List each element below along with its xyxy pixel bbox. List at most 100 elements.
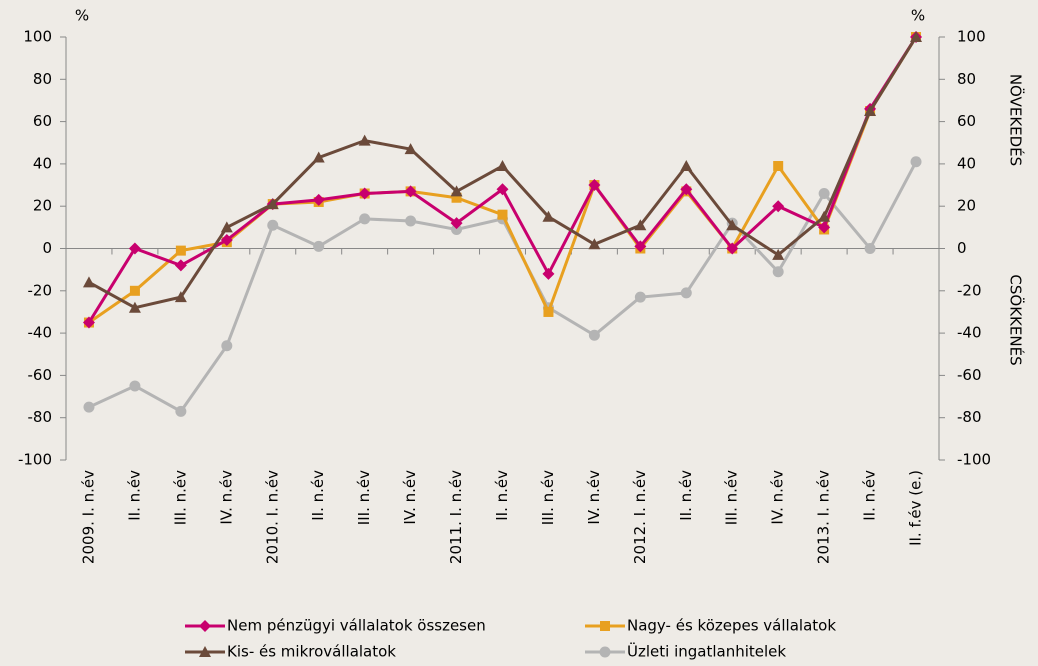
data-point: [129, 380, 141, 392]
data-point: [634, 291, 646, 303]
legend-label: Üzleti ingatlanhitelek: [627, 642, 786, 661]
data-point: [818, 221, 831, 234]
y2-tick-label: -40: [957, 324, 982, 342]
data-point: [910, 156, 922, 168]
data-point: [404, 143, 417, 155]
data-point: [634, 219, 647, 231]
y2-tick-label: -20: [957, 281, 982, 299]
data-point: [451, 223, 463, 235]
data-point: [772, 248, 785, 260]
x-tick-label: III. n.év: [171, 470, 189, 525]
data-point: [175, 405, 187, 417]
y-tick-label: -20: [28, 281, 53, 299]
data-point: [450, 217, 463, 230]
legend-marker: [600, 621, 610, 631]
data-point: [82, 316, 95, 329]
y-tick-label: 20: [33, 197, 52, 215]
x-tick-label: III. n.év: [723, 470, 741, 525]
x-tick-label: IV. n.év: [769, 470, 787, 525]
data-point: [543, 306, 554, 317]
decline-label: CSÖKKENÉS: [1007, 274, 1026, 365]
data-point: [175, 245, 186, 256]
data-point: [358, 134, 371, 146]
x-tick-label: II. f.év (e.): [907, 470, 925, 546]
data-point: [497, 209, 508, 220]
x-tick-label: II. n.év: [309, 470, 327, 521]
data-point: [220, 234, 233, 247]
data-point: [680, 160, 693, 172]
y2-tick-label: -80: [957, 408, 982, 426]
data-point: [83, 401, 95, 413]
data-point: [680, 287, 692, 299]
data-point: [726, 242, 739, 255]
data-point: [818, 188, 830, 200]
data-point: [773, 161, 784, 172]
data-point: [680, 183, 693, 196]
x-tick-label: II. n.év: [493, 470, 511, 521]
data-point: [174, 259, 187, 272]
legend-label: Kis- és mikrovállalatok: [227, 643, 396, 661]
data-point: [864, 243, 876, 254]
x-tick-label: 2009. I. n.év: [79, 470, 97, 564]
x-tick-label: IV. n.év: [401, 470, 419, 525]
y-tick-label: -40: [28, 324, 53, 342]
y-tick-label: 100: [23, 28, 52, 46]
data-point: [312, 193, 325, 206]
x-tick-label: II. n.év: [861, 470, 879, 521]
data-point: [910, 31, 923, 42]
data-point: [82, 276, 95, 288]
y2-tick-label: -60: [957, 366, 982, 384]
x-tick-label: II. n.év: [125, 470, 143, 521]
data-point: [542, 267, 555, 280]
data-point: [588, 238, 601, 250]
y2-tick-label: 100: [957, 28, 986, 46]
y-tick-label: 0: [42, 239, 52, 257]
legend-label: Nagy- és közepes vállalatok: [627, 617, 836, 635]
y-unit: %: [75, 7, 89, 25]
legend-label: Nem pénzügyi vállalatok összesen: [227, 617, 486, 635]
legend-marker: [599, 646, 611, 658]
data-point: [588, 329, 600, 341]
y-tick-label: 60: [33, 112, 52, 130]
legend-marker: [199, 646, 211, 657]
y2-unit: %: [911, 7, 925, 25]
data-point: [451, 192, 462, 203]
x-tick-label: IV. n.év: [217, 470, 235, 525]
data-point: [128, 301, 141, 313]
data-point: [772, 200, 785, 213]
data-point: [405, 215, 417, 227]
y-tick-label: 80: [33, 70, 52, 88]
data-point: [267, 219, 279, 231]
data-point: [404, 185, 417, 198]
y2-tick-label: 0: [957, 239, 967, 257]
y-tick-label: 40: [33, 154, 52, 172]
growth-label: NÖVEKEDÉS: [1007, 74, 1026, 166]
data-point: [174, 291, 187, 303]
data-point: [864, 105, 877, 117]
y2-tick-label: 20: [957, 197, 976, 215]
x-tick-label: 2013. I. n.év: [815, 470, 833, 564]
x-tick-label: IV. n.év: [585, 470, 603, 525]
x-tick-label: 2010. I. n.év: [263, 470, 281, 564]
data-point: [358, 187, 371, 200]
data-point: [542, 210, 555, 222]
x-tick-label: 2012. I. n.év: [631, 470, 649, 564]
y2-tick-label: 80: [957, 70, 976, 88]
data-point: [772, 266, 784, 278]
data-point: [588, 179, 601, 192]
data-point: [313, 240, 325, 252]
data-point: [129, 285, 140, 296]
x-tick-label: II. n.év: [677, 470, 695, 521]
data-point: [496, 183, 509, 196]
y2-tick-label: 40: [957, 154, 976, 172]
data-point: [312, 151, 325, 163]
data-point: [496, 160, 509, 172]
data-point: [128, 242, 141, 255]
data-point: [221, 340, 233, 352]
data-point: [220, 221, 233, 233]
data-point: [634, 240, 647, 253]
y-tick-label: -60: [28, 366, 53, 384]
